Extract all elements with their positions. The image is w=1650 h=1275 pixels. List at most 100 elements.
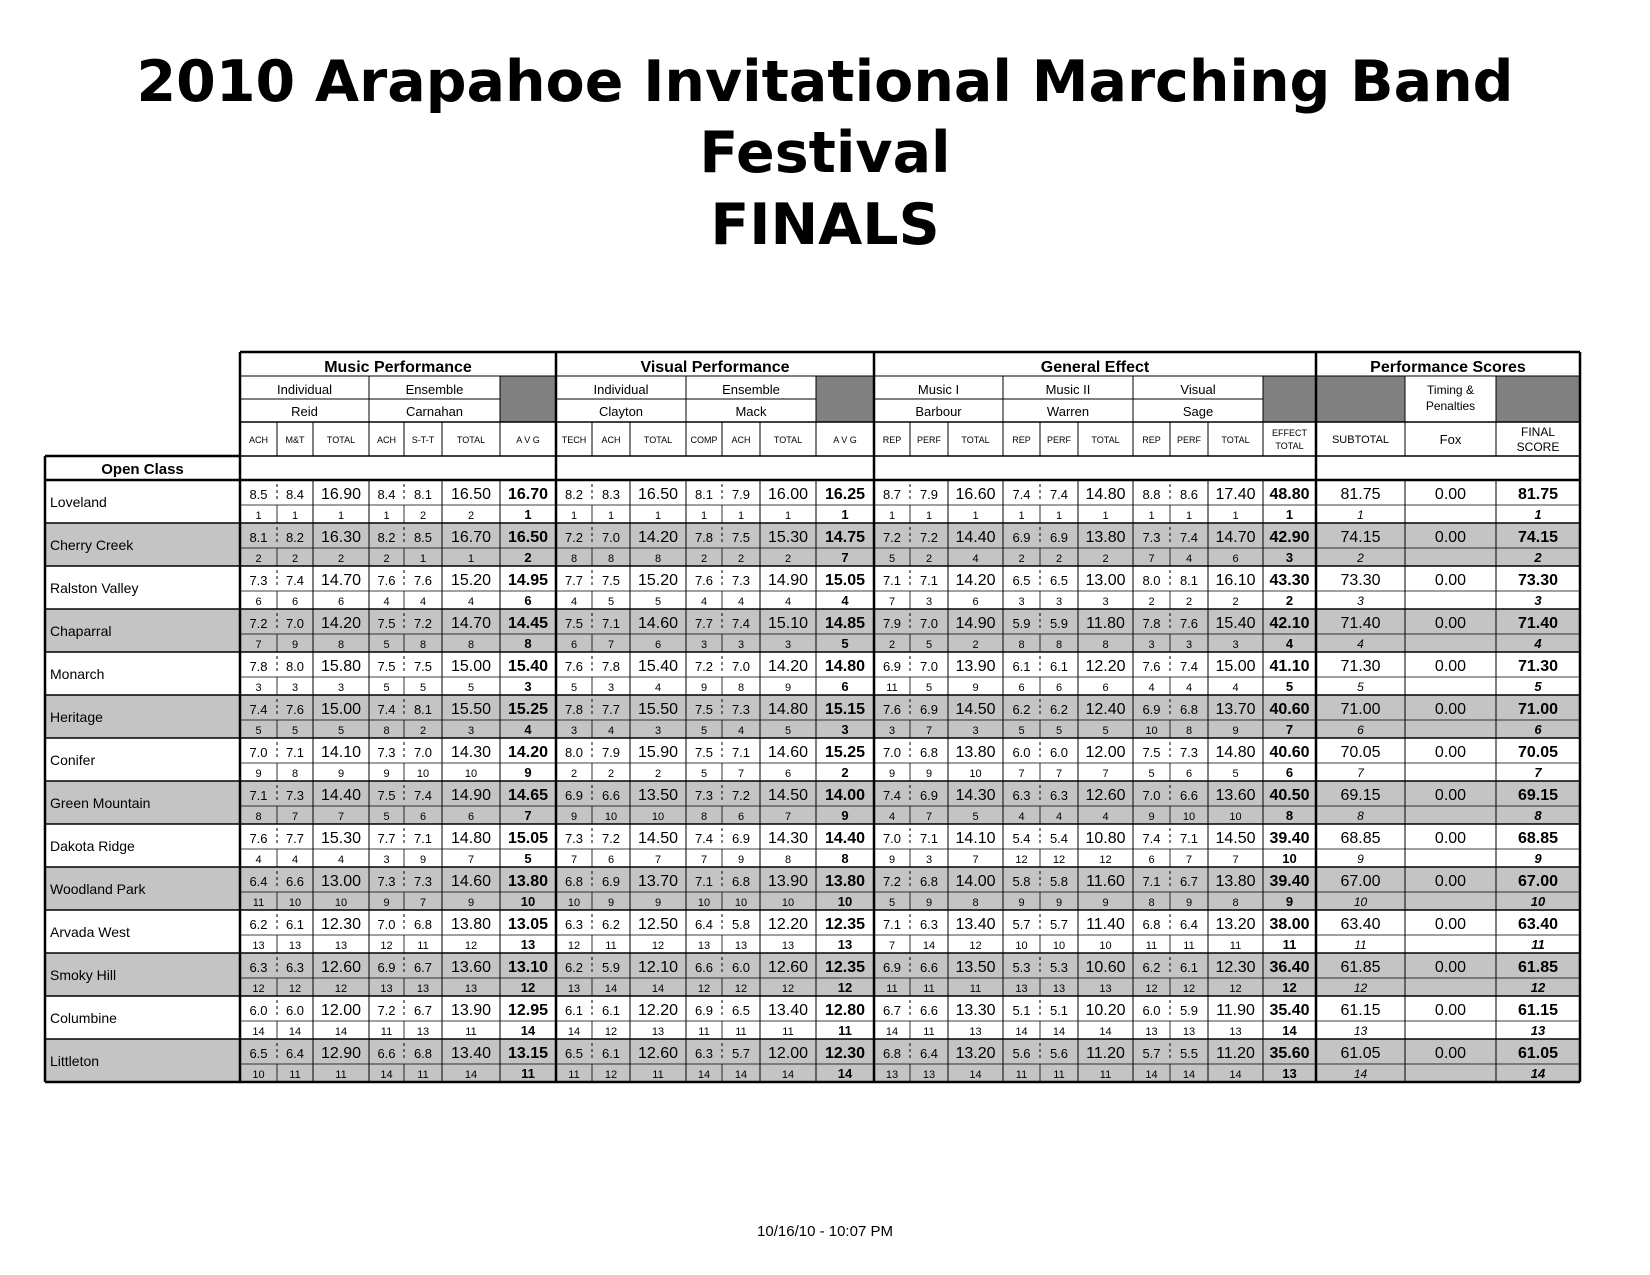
rank-value: 3 (292, 682, 298, 694)
rank-value: 13 (1229, 1026, 1241, 1038)
score-value: 6.0 (1012, 745, 1030, 760)
rank-value: 5 (383, 639, 389, 651)
music-avg-header-block (500, 376, 556, 422)
score-value: 13.80 (825, 873, 865, 890)
score-value: 16.50 (508, 529, 548, 546)
rank-value: 9 (1102, 897, 1108, 909)
rank-value: 2 (383, 553, 389, 565)
score-value: 6.1 (1050, 659, 1068, 674)
score-value: 15.00 (451, 658, 491, 675)
score-value: 6.8 (732, 874, 750, 889)
score-value: 63.40 (1518, 916, 1558, 933)
rank-value: 13 (335, 940, 347, 952)
band-name: Ralston Valley (50, 580, 138, 596)
rank-value: 12 (380, 940, 392, 952)
score-value: 0.00 (1435, 787, 1466, 804)
rank-value: 9 (889, 768, 895, 780)
score-value: 16.50 (451, 486, 491, 503)
rank-value: 4 (972, 553, 978, 565)
score-value: 8.1 (1180, 573, 1198, 588)
rank-value: 2 (1533, 550, 1542, 565)
rank-value: 1 (841, 507, 848, 522)
rank-value: 1 (655, 510, 661, 522)
score-value: 6.8 (920, 745, 938, 760)
rank-value: 13 (838, 937, 852, 952)
score-value: 0.00 (1435, 701, 1466, 718)
rank-value: 2 (1186, 596, 1192, 608)
score-value: 61.05 (1518, 1045, 1558, 1062)
score-value: 16.30 (321, 529, 361, 546)
score-value: 13.80 (451, 916, 491, 933)
rank-value: 9 (1357, 852, 1364, 866)
rank-value: 3 (1102, 596, 1108, 608)
caption-ge_music2: Music II (1046, 382, 1091, 397)
score-value: 15.80 (321, 658, 361, 675)
rank-value: 1 (1102, 510, 1108, 522)
rank-value: 12 (782, 983, 794, 995)
score-value: 6.7 (883, 1003, 901, 1018)
score-value: 0.00 (1435, 959, 1466, 976)
score-value: 13.20 (955, 1045, 995, 1062)
score-value: 6.9 (883, 659, 901, 674)
rank-value: 10 (1282, 851, 1296, 866)
score-value: 7.3 (249, 573, 267, 588)
score-value: 14.90 (955, 615, 995, 632)
score-value: 14.80 (451, 830, 491, 847)
rank-value: 12 (605, 1069, 617, 1081)
score-value: 16.00 (768, 486, 808, 503)
rank-value: 2 (608, 768, 614, 780)
band-name: Conifer (50, 752, 95, 768)
score-value: 8.2 (377, 530, 395, 545)
rank-value: 8 (608, 553, 614, 565)
score-value: 6.5 (1012, 573, 1030, 588)
rank-value: 4 (889, 811, 895, 823)
rank-value: 3 (738, 639, 744, 651)
score-value: 5.8 (1012, 874, 1030, 889)
score-value: 42.90 (1269, 529, 1309, 546)
score-value: 14.75 (825, 529, 865, 546)
column-label: A V G (833, 435, 857, 445)
score-value: 14.30 (451, 744, 491, 761)
score-value: 13.50 (955, 959, 995, 976)
score-value: 0.00 (1435, 572, 1466, 589)
score-value: 5.9 (1180, 1003, 1198, 1018)
score-value: 15.40 (1215, 615, 1255, 632)
rank-value: 10 (1183, 811, 1195, 823)
score-value: 6.9 (602, 874, 620, 889)
score-value: 7.2 (732, 788, 750, 803)
score-value: 7.1 (414, 831, 432, 846)
rank-value: 13 (417, 983, 429, 995)
score-value: 0.00 (1435, 1045, 1466, 1062)
score-value: 13.90 (955, 658, 995, 675)
rank-value: 7 (524, 808, 531, 823)
score-value: 7.1 (732, 745, 750, 760)
score-value: 5.6 (1012, 1046, 1030, 1061)
score-value: 8.1 (414, 702, 432, 717)
score-value: 5.9 (602, 960, 620, 975)
score-value: 7.2 (883, 874, 901, 889)
rank-value: 14 (335, 1026, 347, 1038)
rank-value: 13 (1099, 983, 1111, 995)
score-value: 6.1 (1012, 659, 1030, 674)
rank-value: 11 (1100, 1069, 1111, 1081)
rank-value: 1 (1357, 508, 1364, 522)
caption-ge_visual: Visual (1180, 382, 1215, 397)
rank-value: 7 (1534, 765, 1542, 780)
score-value: 81.75 (1518, 486, 1558, 503)
rank-value: 14 (1354, 1067, 1368, 1081)
score-value: 16.70 (508, 486, 548, 503)
score-value: 43.30 (1269, 572, 1309, 589)
rank-value: 9 (926, 897, 932, 909)
score-value: 5.9 (1012, 616, 1030, 631)
score-value: 7.0 (249, 745, 267, 760)
rank-value: 9 (383, 768, 389, 780)
score-value: 11.20 (1216, 1045, 1255, 1062)
rank-value: 10 (735, 897, 747, 909)
score-value: 7.0 (602, 530, 620, 545)
score-value: 71.00 (1340, 701, 1380, 718)
score-value: 15.40 (638, 658, 678, 675)
column-label-subtotal: SUBTOTAL (1332, 434, 1389, 446)
rank-value: 10 (838, 894, 852, 909)
score-value: 0.00 (1435, 658, 1466, 675)
rank-value: 5 (468, 682, 474, 694)
